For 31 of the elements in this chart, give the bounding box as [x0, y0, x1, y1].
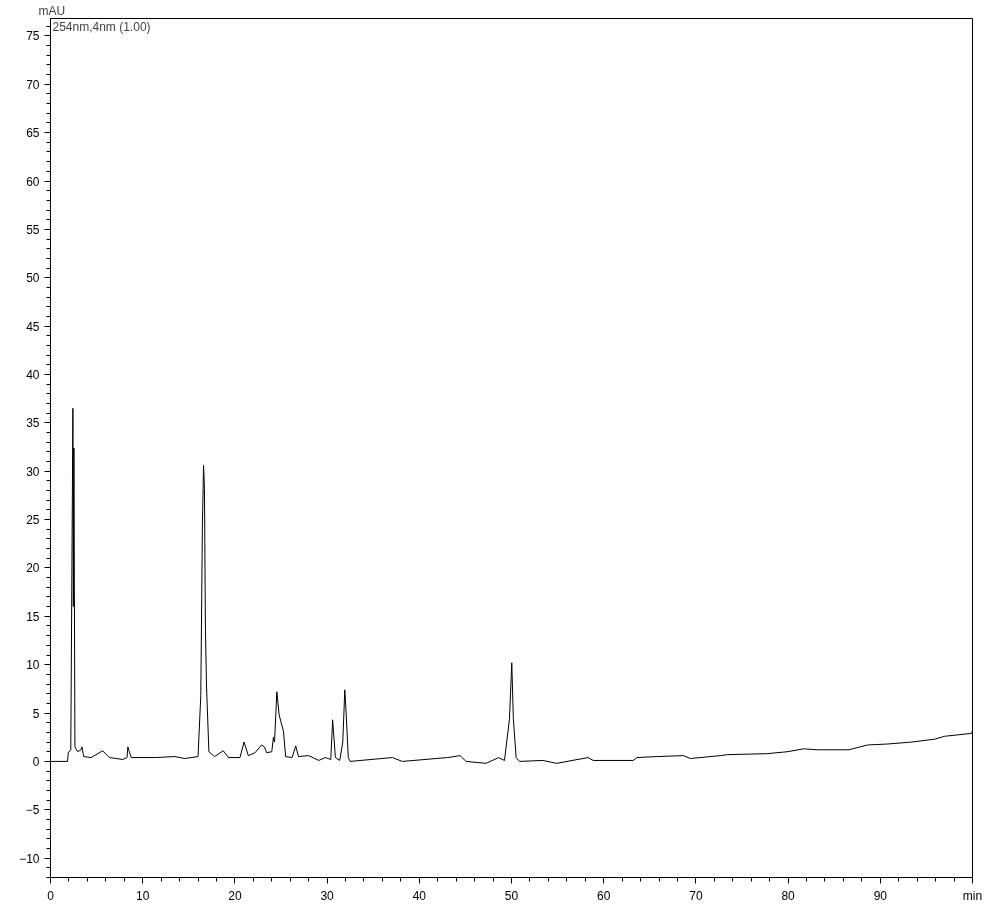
x-tick-label: 0 — [47, 888, 55, 903]
y-tick-label: −5 — [25, 803, 40, 818]
y-tick-label: 20 — [26, 561, 40, 576]
y-tick-label: 5 — [32, 706, 40, 721]
y-tick-label: 45 — [26, 319, 40, 334]
x-tick-label: 40 — [412, 888, 427, 903]
x-tick-label: 60 — [597, 888, 611, 903]
x-tick-label: min — [962, 888, 983, 903]
y-tick-label: 65 — [26, 126, 40, 141]
x-tick-label: 50 — [504, 888, 519, 903]
y-tick-label: 15 — [26, 609, 40, 624]
x-tick-label: 90 — [873, 888, 888, 903]
annotation: 254nm,4nm (1.00) — [52, 19, 151, 34]
y-tick-label: 40 — [26, 367, 40, 382]
y-tick-label: 25 — [26, 513, 40, 528]
x-tick-label: 20 — [228, 888, 242, 903]
x-tick-label: 30 — [320, 888, 335, 903]
y-tick-label: 60 — [26, 174, 40, 189]
y-axis-title: mAU — [38, 3, 66, 18]
y-tick-label: −10 — [19, 851, 40, 866]
y-tick-label: 0 — [32, 754, 40, 769]
y-tick-label: 75 — [26, 29, 40, 44]
y-tick-label: 50 — [26, 271, 40, 286]
x-tick-label: 70 — [689, 888, 703, 903]
x-tick-label: 80 — [781, 888, 796, 903]
y-tick-label: 70 — [26, 77, 40, 92]
y-tick-label: 30 — [26, 464, 40, 479]
y-tick-label: 35 — [26, 416, 40, 431]
x-tick-label: 10 — [136, 888, 150, 903]
y-tick-label: 55 — [26, 222, 40, 237]
y-tick-label: 10 — [26, 658, 40, 673]
